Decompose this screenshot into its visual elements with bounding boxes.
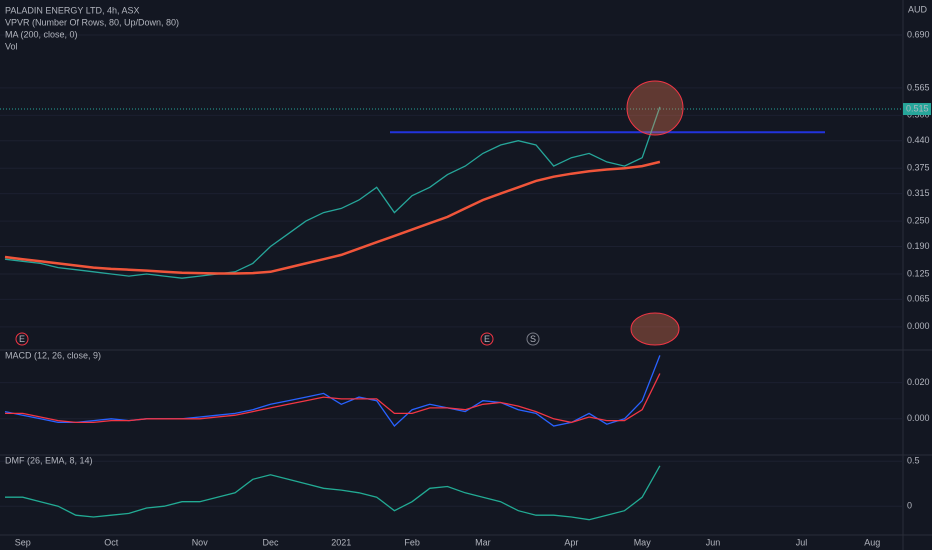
event-badge (526, 332, 540, 346)
series-line (4, 160, 661, 275)
indicator-label: MA (200, close, 0) (5, 29, 78, 39)
event-badge (480, 332, 494, 346)
y-tick-label: 0.125 (907, 268, 930, 278)
x-tick-label: Dec (262, 537, 279, 547)
x-tick-label: May (634, 537, 652, 547)
x-tick-label: Oct (104, 537, 119, 547)
x-tick-label: Sep (15, 537, 31, 547)
x-tick-label: 2021 (331, 537, 351, 547)
y-tick-label: 0.020 (907, 377, 930, 387)
event-label: E (484, 334, 490, 344)
y-tick-label: 0.375 (907, 163, 930, 173)
series-line (5, 465, 661, 521)
y-tick-label: 0.000 (907, 321, 930, 331)
x-tick-label: Jul (796, 537, 808, 547)
y-tick-label: 0.5 (907, 456, 920, 466)
y-tick-label: 0.250 (907, 215, 930, 225)
x-tick-label: Jun (706, 537, 721, 547)
event-badge (15, 332, 29, 346)
y-tick-label: 0 (907, 501, 912, 511)
event-label: E (19, 334, 25, 344)
event-label: S (530, 334, 536, 344)
y-tick-label: 0.440 (907, 135, 930, 145)
y-tick-label: 0.690 (907, 29, 930, 39)
series-line (4, 106, 661, 279)
currency-label: AUD (908, 4, 928, 14)
panel-title: MACD (12, 26, close, 9) (5, 350, 101, 360)
x-tick-label: Mar (475, 537, 491, 547)
y-tick-label: 0.000 (907, 413, 930, 423)
series-line (4, 355, 661, 427)
indicator-label: Vol (5, 41, 18, 51)
highlight-circle (630, 312, 680, 346)
y-tick-label: 0.190 (907, 241, 930, 251)
y-tick-label: 0.315 (907, 188, 930, 198)
y-tick-label: 0.065 (907, 294, 930, 304)
panel-title: PALADIN ENERGY LTD, 4h, ASX (5, 5, 140, 15)
indicator-label: VPVR (Number Of Rows, 80, Up/Down, 80) (5, 17, 179, 27)
x-tick-label: Apr (564, 537, 578, 547)
x-tick-label: Aug (864, 537, 880, 547)
x-tick-label: Feb (404, 537, 420, 547)
x-tick-label: Nov (192, 537, 209, 547)
last-price-tag (903, 103, 931, 116)
series-line (5, 373, 661, 424)
last-price-label: 0.515 (906, 103, 929, 113)
highlight-circle (626, 80, 684, 136)
y-tick-label: 0.565 (907, 82, 930, 92)
panel-title: DMF (26, EMA, 8, 14) (5, 455, 93, 465)
